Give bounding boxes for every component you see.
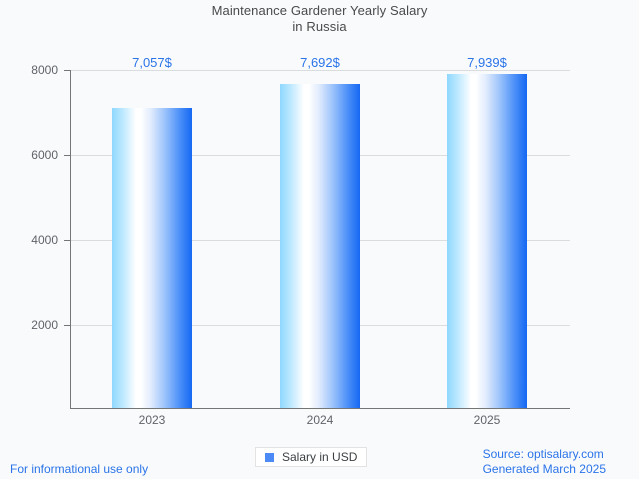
y-tick-label-8000: 8000 (31, 63, 58, 77)
x-tick-label-2024: 2024 (306, 413, 334, 427)
plot-area (70, 70, 570, 408)
x-tick-label-2025: 2025 (473, 413, 501, 427)
bar-2023[interactable] (112, 108, 192, 408)
gridline-8000 (70, 70, 570, 71)
y-tick-mark-6000 (64, 155, 70, 156)
footer-disclaimer: For informational use only (10, 462, 149, 476)
y-tick-label-4000: 4000 (31, 233, 58, 247)
bar-value-label-2023: 7,057$ (132, 55, 172, 70)
y-tick-label-2000: 2000 (31, 318, 58, 332)
footer-source: Source: optisalary.com (482, 447, 604, 461)
footer-generated: Generated March 2025 (482, 462, 606, 476)
x-axis-line (70, 408, 570, 409)
y-tick-mark-8000 (64, 70, 70, 71)
legend-label-salary-in-usd: Salary in USD (282, 450, 358, 464)
x-tick-label-2023: 2023 (138, 413, 166, 427)
bar-2024[interactable] (280, 84, 360, 408)
chart-title: Maintenance Gardener Yearly Salary in Ru… (0, 3, 639, 35)
footer-source-block: Source: optisalary.com Generated March 2… (483, 447, 606, 477)
y-axis-line (70, 70, 71, 409)
y-tick-mark-2000 (64, 325, 70, 326)
bar-value-label-2024: 7,692$ (300, 55, 340, 70)
legend-swatch-icon (265, 452, 274, 462)
chart-title-line-2: in Russia (292, 19, 347, 34)
bar-value-label-2025: 7,939$ (467, 55, 507, 70)
y-tick-mark-4000 (64, 240, 70, 241)
chart-title-line-1: Maintenance Gardener Yearly Salary (211, 3, 428, 18)
chart-legend[interactable]: Salary in USD (255, 447, 368, 467)
bar-2025[interactable] (447, 74, 527, 408)
y-tick-label-6000: 6000 (31, 148, 58, 162)
